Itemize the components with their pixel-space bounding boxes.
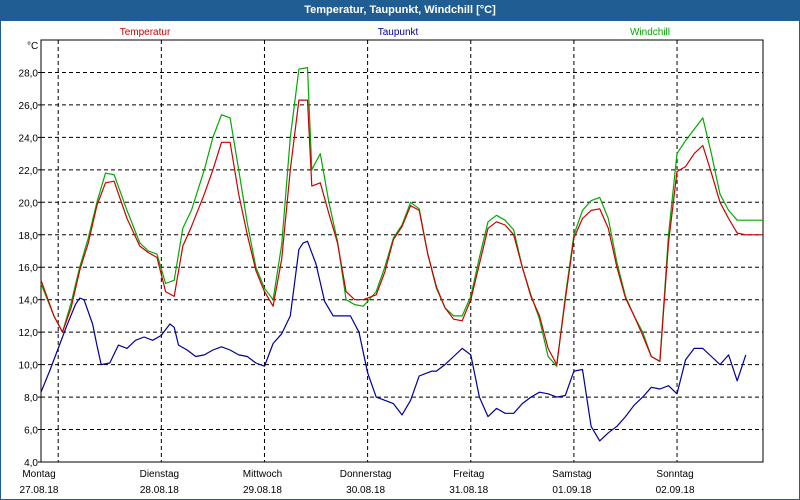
series-line-temperatur <box>40 99 763 366</box>
y-tick-label: 10,0 <box>19 361 39 372</box>
y-tick-label: 18,0 <box>19 231 39 242</box>
y-tick-label: 24,0 <box>19 133 39 144</box>
x-date-label: 28.08.18 <box>140 485 179 496</box>
y-tick-label: 8,0 <box>24 393 38 404</box>
y-tick-label: 14,0 <box>19 296 39 307</box>
x-weekday-label: Mittwoch <box>243 469 282 480</box>
y-tick-label: 12,0 <box>19 328 39 339</box>
y-tick-label: 16,0 <box>19 263 39 274</box>
x-date-label: 30.08.18 <box>346 485 385 496</box>
x-weekday-label: Dienstag <box>140 469 179 480</box>
legend-label-temperatur: Temperatur <box>120 27 171 38</box>
x-date-label: 27.08.18 <box>20 485 59 496</box>
x-weekday-label: Sonntag <box>656 469 693 480</box>
y-tick-label: 28,0 <box>19 68 39 79</box>
x-date-label: 31.08.18 <box>449 485 488 496</box>
y-tick-label: 22,0 <box>19 166 39 177</box>
x-weekday-label: Donnerstag <box>340 469 392 480</box>
y-unit-label: °C <box>27 41 38 52</box>
x-date-label: 01.09.18 <box>552 485 591 496</box>
x-date-label: 02.09.18 <box>656 485 695 496</box>
y-tick-label: 26,0 <box>19 101 39 112</box>
legend-label-taupunkt: Taupunkt <box>378 27 419 38</box>
chart-title: Temperatur, Taupunkt, Windchill [°C] <box>1 1 799 21</box>
y-tick-label: 20,0 <box>19 198 39 209</box>
x-weekday-label: Freitag <box>453 469 484 480</box>
series-line-windchill <box>40 66 763 367</box>
x-weekday-label: Samstag <box>552 469 591 480</box>
legend-label-windchill: Windchill <box>630 27 670 38</box>
x-weekday-label: Montag <box>22 469 55 480</box>
x-date-label: 29.08.18 <box>243 485 282 496</box>
series-line-taupunkt <box>40 240 747 442</box>
y-tick-label: 6,0 <box>24 426 38 437</box>
y-tick-label: 4,0 <box>24 458 38 469</box>
